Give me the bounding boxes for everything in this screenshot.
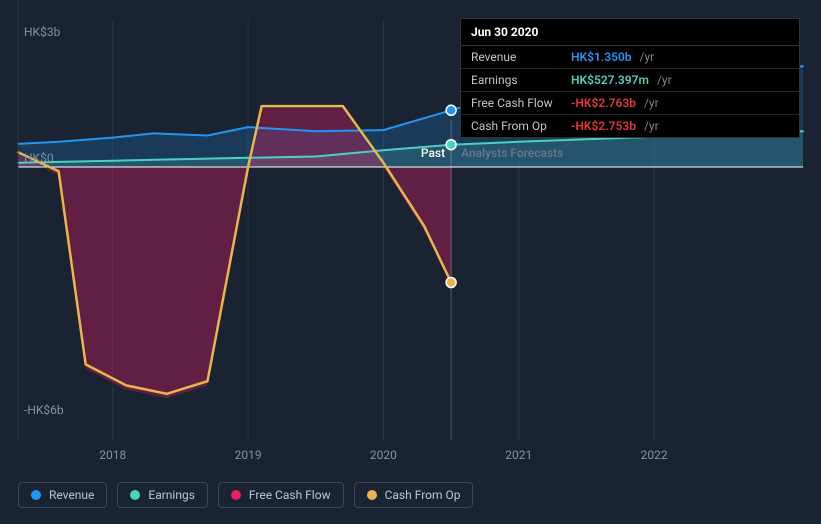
tooltip-row-label: Revenue xyxy=(471,50,563,64)
y-tick-label: HK$0 xyxy=(24,151,54,165)
legend-item-cfo[interactable]: Cash From Op xyxy=(354,482,474,508)
legend-label: Free Cash Flow xyxy=(249,488,331,502)
legend-swatch xyxy=(31,490,41,500)
x-tick-label: 2022 xyxy=(641,448,668,462)
legend-item-earnings[interactable]: Earnings xyxy=(117,482,208,508)
legend-swatch xyxy=(231,490,241,500)
tooltip-row: Cash From Op -HK$2.753b/yr xyxy=(461,115,799,137)
tooltip-row-unit: /yr xyxy=(657,73,672,87)
tooltip-row: Earnings HK$527.397m/yr xyxy=(461,69,799,92)
tab-forecast: Analysts Forecasts xyxy=(461,146,563,160)
legend-label: Cash From Op xyxy=(385,488,461,502)
legend-item-revenue[interactable]: Revenue xyxy=(18,482,107,508)
x-tick-label: 2018 xyxy=(99,448,126,462)
tooltip-row-value: -HK$2.763b xyxy=(571,96,636,110)
legend-label: Revenue xyxy=(49,488,94,502)
tooltip-row-label: Earnings xyxy=(471,73,563,87)
tooltip-row-unit: /yr xyxy=(640,50,655,64)
x-tick-label: 2019 xyxy=(235,448,262,462)
tooltip-row: Free Cash Flow -HK$2.763b/yr xyxy=(461,92,799,115)
y-tick-label: -HK$6b xyxy=(24,403,64,417)
y-tick-label: HK$3b xyxy=(24,25,60,39)
legend-swatch xyxy=(130,490,140,500)
tooltip-row-value: HK$527.397m xyxy=(571,73,649,87)
tab-past: Past xyxy=(391,146,445,160)
legend-label: Earnings xyxy=(148,488,195,502)
legend-item-fcf[interactable]: Free Cash Flow xyxy=(218,482,344,508)
x-tick-label: 2021 xyxy=(505,448,532,462)
legend: Revenue Earnings Free Cash Flow Cash From O… xyxy=(18,482,473,508)
tooltip-row-value: HK$1.350b xyxy=(571,50,632,64)
tooltip-row-unit: /yr xyxy=(644,119,659,133)
tooltip: Jun 30 2020 Revenue HK$1.350b/yr Earnings H… xyxy=(460,18,800,138)
tooltip-row-unit: /yr xyxy=(644,96,659,110)
tooltip-row-value: -HK$2.753b xyxy=(571,119,636,133)
tooltip-row-label: Free Cash Flow xyxy=(471,96,563,110)
x-tick-label: 2020 xyxy=(370,448,397,462)
legend-swatch xyxy=(367,490,377,500)
tooltip-row: Revenue HK$1.350b/yr xyxy=(461,46,799,69)
tooltip-date: Jun 30 2020 xyxy=(461,19,799,46)
tooltip-row-label: Cash From Op xyxy=(471,119,563,133)
financial-chart: Past Analysts Forecasts HK$3bHK$0-HK$6b … xyxy=(0,0,821,524)
